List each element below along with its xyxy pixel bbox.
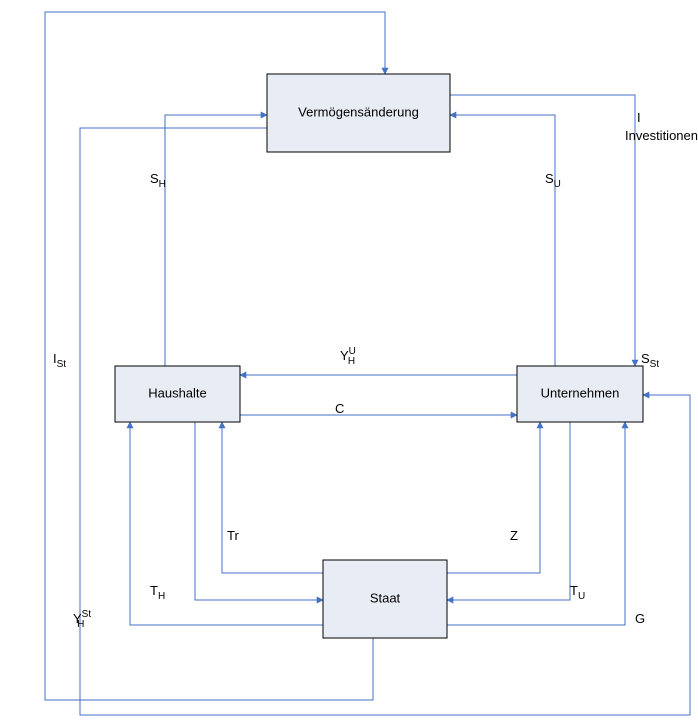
edge-label-g: G bbox=[635, 611, 645, 626]
node-label-unternehmen: Unternehmen bbox=[541, 385, 620, 400]
edge-label2-i: Investitionen bbox=[625, 128, 698, 143]
edge-su bbox=[450, 115, 555, 366]
edge-label-su: SU bbox=[545, 171, 561, 190]
edge-g bbox=[447, 422, 625, 625]
edge-label-i: I bbox=[637, 110, 641, 125]
edge-label-yuh: YUH bbox=[340, 346, 356, 367]
edge-label-z: Z bbox=[510, 528, 518, 543]
node-label-staat: Staat bbox=[370, 590, 401, 605]
edge-label-sst: SSt bbox=[641, 351, 659, 370]
edge-label-th: TH bbox=[150, 583, 165, 602]
edge-sh bbox=[165, 115, 267, 366]
edge-label-sh: SH bbox=[150, 171, 166, 190]
node-label-vermogen: Vermögensänderung bbox=[298, 104, 419, 119]
edge-z bbox=[447, 422, 540, 573]
edge-label-ysth: YStH bbox=[73, 609, 91, 630]
edge-i bbox=[450, 95, 635, 366]
node-label-haushalte: Haushalte bbox=[148, 385, 207, 400]
edge-label-c: C bbox=[335, 401, 344, 416]
edge-label-tr: Tr bbox=[227, 528, 239, 543]
edge-label-ist: ISt bbox=[53, 351, 66, 370]
edge-tr bbox=[222, 422, 323, 573]
edge-label-tu: TU bbox=[570, 583, 585, 602]
